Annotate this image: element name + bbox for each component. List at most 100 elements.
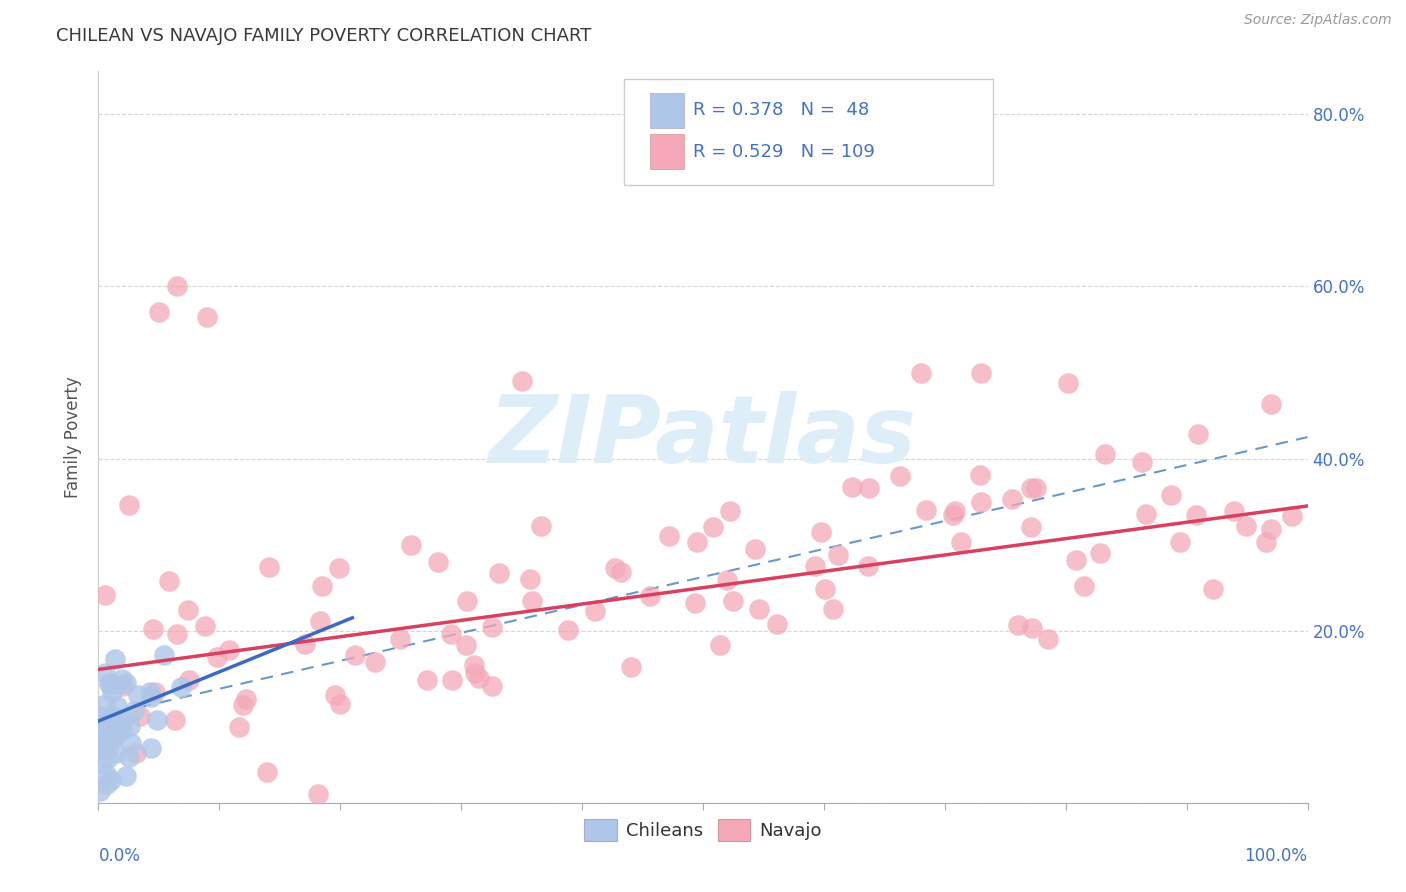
Point (98, 676, 121, 690)
Point (463, 658, 485, 673)
Point (709, 638, 731, 652)
Point (1130, 455, 1153, 469)
Point (620, 660, 643, 674)
Point (139, 690, 162, 704)
Point (218, 642, 240, 657)
Point (195, 310, 218, 324)
Point (716, 573, 738, 587)
Point (111, 723, 134, 737)
Point (388, 632, 411, 646)
Point (1007, 618, 1029, 632)
Point (112, 679, 135, 693)
Bar (650, 135, 683, 169)
Point (1057, 376, 1080, 390)
Point (858, 481, 880, 495)
Point (1187, 426, 1209, 441)
Point (821, 602, 844, 616)
Point (139, 685, 162, 699)
Point (1019, 481, 1042, 495)
Point (205, 650, 228, 665)
Point (744, 541, 766, 556)
Point (638, 590, 661, 604)
Point (100, 709, 122, 723)
Point (90, 757, 112, 772)
Point (97, 750, 120, 764)
Point (101, 727, 124, 741)
Point (97, 713, 120, 727)
Point (1160, 488, 1182, 502)
Point (256, 764, 278, 779)
Point (97, 677, 120, 691)
Point (115, 676, 138, 690)
Point (101, 731, 124, 745)
Point (841, 480, 863, 494)
Text: R = 0.529   N = 109: R = 0.529 N = 109 (693, 143, 875, 161)
Point (1202, 582, 1225, 596)
Point (344, 648, 367, 662)
Point (94, 767, 117, 781)
Point (530, 519, 553, 533)
Point (481, 620, 503, 634)
Text: 0.0%: 0.0% (98, 847, 141, 864)
Point (142, 622, 165, 636)
Point (307, 787, 329, 801)
Point (166, 279, 188, 293)
Point (157, 574, 180, 588)
Point (148, 305, 170, 319)
Point (467, 671, 489, 685)
Point (97, 726, 120, 740)
Point (1170, 534, 1192, 549)
Point (970, 366, 993, 380)
Point (235, 692, 257, 706)
Point (104, 747, 127, 761)
Point (557, 624, 579, 638)
Point (685, 596, 707, 610)
Point (165, 713, 187, 727)
Point (440, 673, 463, 688)
Point (889, 468, 911, 483)
Point (115, 769, 138, 783)
Point (120, 719, 142, 733)
Point (1260, 397, 1282, 411)
Point (1025, 481, 1047, 495)
Point (103, 712, 125, 726)
Point (143, 685, 166, 699)
Point (605, 560, 627, 574)
Point (117, 749, 139, 764)
Text: ZIPatlas: ZIPatlas (489, 391, 917, 483)
Point (145, 713, 167, 727)
Point (107, 722, 129, 736)
Point (658, 529, 681, 543)
Point (1234, 519, 1257, 533)
Point (101, 730, 124, 744)
Text: Source: ZipAtlas.com: Source: ZipAtlas.com (1244, 13, 1392, 28)
Point (1073, 579, 1095, 593)
Point (969, 467, 991, 482)
Point (294, 637, 316, 651)
Point (257, 560, 280, 574)
Point (103, 714, 125, 728)
Point (519, 572, 541, 586)
Point (456, 594, 478, 608)
Point (942, 508, 965, 522)
Point (309, 615, 332, 629)
Point (510, 374, 533, 388)
Point (100, 685, 122, 699)
Point (803, 558, 825, 573)
Point (152, 648, 174, 662)
Point (481, 679, 503, 693)
Text: 100.0%: 100.0% (1244, 847, 1308, 864)
Point (810, 524, 832, 539)
Point (464, 666, 486, 681)
Point (364, 655, 387, 669)
Point (170, 680, 193, 694)
Point (969, 495, 991, 509)
Point (101, 677, 124, 691)
Point (311, 579, 333, 593)
Point (118, 498, 141, 512)
FancyBboxPatch shape (624, 78, 993, 185)
Point (139, 740, 162, 755)
Point (232, 698, 254, 713)
Point (856, 559, 879, 574)
Point (1064, 553, 1087, 567)
